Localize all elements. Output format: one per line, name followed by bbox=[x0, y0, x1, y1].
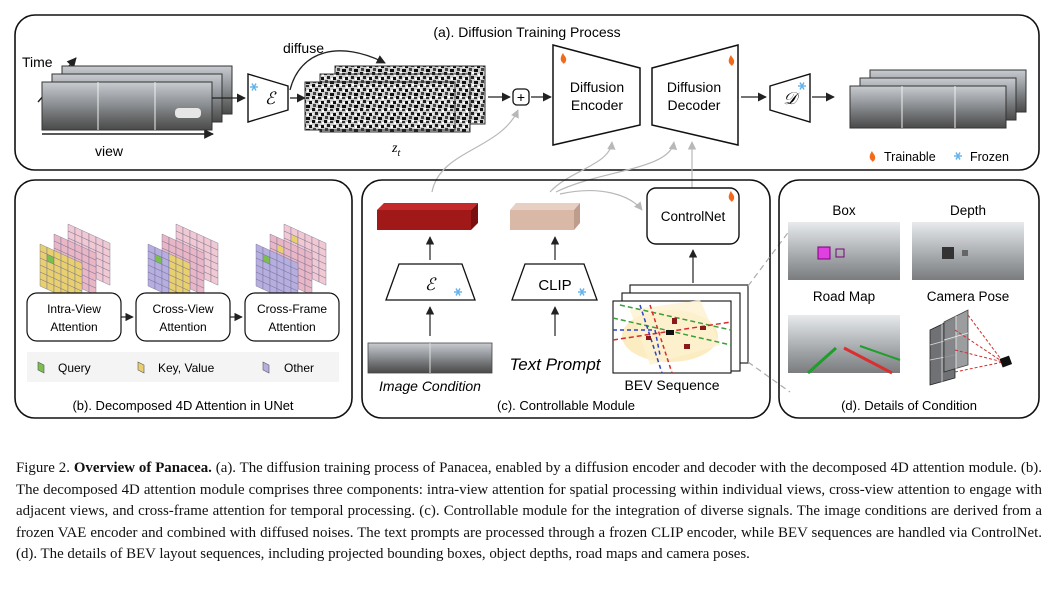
output-frames-stack bbox=[849, 69, 1027, 129]
box-condition-image bbox=[788, 222, 900, 280]
clip-encoder-block bbox=[511, 263, 598, 301]
training-panel bbox=[14, 14, 1040, 171]
image-encoder-symbol: ℰ bbox=[425, 275, 437, 294]
vae-encoder-block bbox=[247, 73, 289, 123]
vae-encoder-symbol: ℰ bbox=[265, 89, 277, 108]
controlnet-label: ControlNet bbox=[661, 209, 726, 224]
legend-query: Query bbox=[58, 361, 91, 375]
training-title: (a). Diffusion Training Process bbox=[433, 24, 620, 40]
image-encoder-block bbox=[385, 263, 476, 301]
diffusion-encoder-block bbox=[552, 44, 641, 146]
trainable-fire-icon bbox=[728, 191, 735, 202]
depth-condition-image bbox=[912, 222, 1024, 280]
frozen-icon bbox=[454, 288, 462, 296]
diffuse-label: diffuse bbox=[283, 40, 324, 56]
trainable-fire-icon bbox=[869, 151, 876, 162]
frozen-icon bbox=[954, 152, 962, 160]
condition-label-road-map: Road Map bbox=[813, 289, 875, 304]
controllable-title: (c). Controllable Module bbox=[497, 398, 635, 413]
query-legend-icon bbox=[37, 361, 45, 374]
trainable-fire-icon bbox=[728, 55, 735, 66]
svg-text:Attention: Attention bbox=[159, 320, 206, 334]
image-feature-block bbox=[377, 203, 478, 230]
text-prompt-label: Text Prompt bbox=[509, 355, 601, 374]
view-label: view bbox=[95, 143, 124, 159]
attention-grid-cell bbox=[210, 274, 219, 286]
clip-label: CLIP bbox=[538, 277, 571, 294]
bev-sequence-label: BEV Sequence bbox=[625, 377, 720, 393]
svg-text:Cross-Frame: Cross-Frame bbox=[257, 302, 327, 316]
frozen-icon bbox=[798, 82, 806, 90]
intra-view-attention-block: Intra-View Attention bbox=[26, 292, 122, 342]
attention-panel bbox=[14, 179, 353, 419]
diffusion-decoder-block bbox=[651, 44, 739, 146]
diffusion-encoder-label-1: Diffusion bbox=[570, 79, 624, 95]
svg-text:Attention: Attention bbox=[50, 320, 97, 334]
controllable-panel bbox=[361, 179, 771, 419]
frozen-icon bbox=[578, 288, 586, 296]
attention-title: (b). Decomposed 4D Attention in UNet bbox=[72, 398, 293, 413]
svg-text:Attention: Attention bbox=[268, 320, 315, 334]
other-legend-icon bbox=[262, 361, 270, 374]
attention-grid-cell bbox=[318, 274, 327, 286]
diffusion-decoder-label-1: Diffusion bbox=[667, 79, 721, 95]
bev-sequence-stack bbox=[612, 284, 749, 374]
cross-frame-attention-block: Cross-Frame Attention bbox=[244, 292, 340, 342]
condition-label-depth: Depth bbox=[950, 203, 986, 218]
road-map-condition-image bbox=[788, 315, 901, 375]
svg-text:Intra-View: Intra-View bbox=[47, 302, 101, 316]
caption-text: (a). The diffusion training process of P… bbox=[16, 460, 1042, 563]
legend-key-value: Key, Value bbox=[158, 361, 215, 375]
input-frames-stack bbox=[41, 65, 233, 131]
condition-label-box: Box bbox=[832, 203, 856, 218]
legend-other: Other bbox=[284, 361, 314, 375]
key-value-legend-icon bbox=[137, 361, 145, 374]
text-feature-block bbox=[510, 203, 580, 230]
diffusion-encoder-label-2: Encoder bbox=[571, 97, 623, 113]
trainable-fire-icon bbox=[560, 53, 567, 64]
frozen-icon bbox=[250, 83, 258, 91]
attention-grids bbox=[39, 223, 327, 306]
condition-label-camera-pose: Camera Pose bbox=[927, 289, 1010, 304]
legend-trainable: Trainable bbox=[884, 150, 936, 164]
latent-label: zt bbox=[391, 141, 400, 159]
figure-caption: Figure 2. Overview of Panacea. (a). The … bbox=[16, 458, 1042, 566]
time-label: Time bbox=[22, 54, 53, 70]
plus-symbol: + bbox=[517, 89, 525, 105]
noise-latent-stack bbox=[304, 65, 486, 133]
condition-panel bbox=[778, 179, 1040, 419]
attention-legend bbox=[27, 352, 339, 382]
controlnet-block bbox=[646, 187, 740, 245]
caption-title: Overview of Panacea. bbox=[73, 460, 212, 476]
condition-title: (d). Details of Condition bbox=[841, 398, 977, 413]
legend-frozen: Frozen bbox=[970, 150, 1009, 164]
figure-diagram: (a). Diffusion Training Process Time vie… bbox=[14, 14, 1040, 419]
plus-node bbox=[512, 88, 530, 106]
vae-decoder-symbol: 𝒟 bbox=[783, 89, 800, 108]
image-condition-label: Image Condition bbox=[379, 378, 481, 394]
caption-figure-label: Figure 2. bbox=[16, 460, 70, 476]
diffusion-decoder-label-2: Decoder bbox=[668, 97, 721, 113]
svg-text:Cross-View: Cross-View bbox=[152, 302, 213, 316]
attention-grid-cell bbox=[102, 274, 111, 286]
camera-pose-icon bbox=[929, 309, 1013, 386]
cross-view-attention-block: Cross-View Attention bbox=[135, 292, 231, 342]
